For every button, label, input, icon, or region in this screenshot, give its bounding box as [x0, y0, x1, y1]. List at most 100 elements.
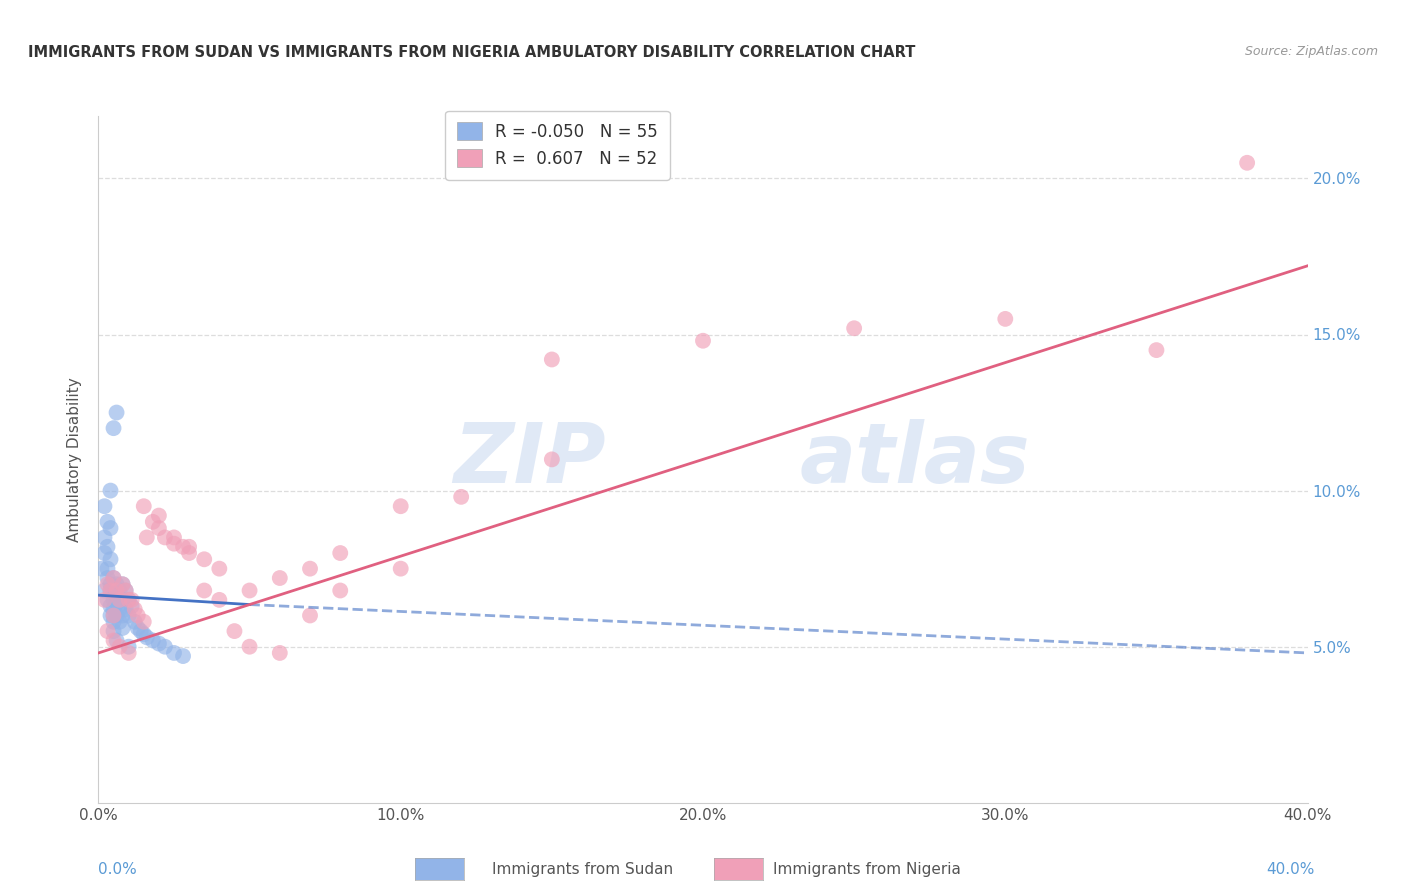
Point — [239, 583, 262, 598]
Point — [540, 452, 562, 467]
Point — [121, 599, 143, 614]
Point — [124, 602, 146, 616]
Point — [994, 312, 1017, 326]
Point — [103, 592, 125, 607]
Point — [100, 483, 122, 498]
Point — [172, 649, 194, 664]
Point — [103, 608, 125, 623]
Point — [93, 592, 115, 607]
Point — [96, 562, 118, 576]
Point — [172, 540, 194, 554]
Point — [299, 608, 322, 623]
Text: Immigrants from Sudan: Immigrants from Sudan — [492, 863, 673, 877]
Point — [129, 624, 152, 639]
Point — [108, 592, 131, 607]
Point — [114, 583, 136, 598]
Point — [103, 571, 125, 585]
Text: atlas: atlas — [800, 419, 1031, 500]
Point — [111, 592, 134, 607]
Point — [389, 500, 412, 514]
Point — [96, 624, 118, 639]
Point — [153, 530, 176, 544]
Point — [108, 592, 131, 607]
Point — [111, 621, 134, 635]
Point — [96, 592, 118, 607]
Point — [269, 646, 291, 660]
Point — [540, 352, 562, 367]
Point — [163, 536, 186, 550]
Point — [103, 602, 125, 616]
Point — [148, 521, 170, 535]
Text: Immigrants from Nigeria: Immigrants from Nigeria — [773, 863, 962, 877]
Point — [127, 621, 149, 635]
Text: 0.0%: 0.0% — [98, 863, 138, 877]
Point — [100, 599, 122, 614]
Point — [103, 421, 125, 435]
Point — [105, 583, 128, 598]
Point — [114, 583, 136, 598]
Point — [127, 608, 149, 623]
Point — [118, 646, 141, 660]
Point — [148, 508, 170, 523]
Point — [108, 602, 131, 616]
Point — [389, 562, 412, 576]
Point — [329, 546, 352, 560]
Point — [163, 646, 186, 660]
Point — [142, 633, 165, 648]
Text: Source: ZipAtlas.com: Source: ZipAtlas.com — [1244, 45, 1378, 58]
Point — [103, 615, 125, 629]
Legend: R = -0.050   N = 55, R =  0.607   N = 52: R = -0.050 N = 55, R = 0.607 N = 52 — [446, 111, 669, 179]
Point — [118, 592, 141, 607]
Point — [93, 530, 115, 544]
Point — [96, 515, 118, 529]
Point — [90, 562, 112, 576]
Point — [105, 633, 128, 648]
Point — [103, 608, 125, 623]
Point — [108, 615, 131, 629]
Point — [224, 624, 246, 639]
Point — [100, 608, 122, 623]
Point — [208, 592, 231, 607]
Point — [135, 530, 157, 544]
Point — [100, 552, 122, 566]
Point — [132, 500, 155, 514]
Point — [179, 540, 201, 554]
Point — [114, 602, 136, 616]
Point — [100, 583, 122, 598]
Point — [105, 608, 128, 623]
Point — [100, 577, 122, 591]
Point — [93, 546, 115, 560]
Point — [692, 334, 714, 348]
Text: 40.0%: 40.0% — [1267, 863, 1315, 877]
Point — [132, 615, 155, 629]
Point — [103, 624, 125, 639]
Point — [153, 640, 176, 654]
Point — [96, 571, 118, 585]
Point — [148, 637, 170, 651]
Point — [118, 608, 141, 623]
Point — [239, 640, 262, 654]
Point — [329, 583, 352, 598]
Point — [118, 640, 141, 654]
Point — [96, 577, 118, 591]
Point — [118, 592, 141, 607]
Point — [124, 615, 146, 629]
Point — [100, 583, 122, 598]
Point — [121, 592, 143, 607]
Point — [93, 583, 115, 598]
Point — [450, 490, 472, 504]
Point — [163, 530, 186, 544]
Point — [105, 596, 128, 610]
Point — [111, 608, 134, 623]
Text: ZIP: ZIP — [454, 419, 606, 500]
Point — [103, 583, 125, 598]
Point — [108, 583, 131, 598]
Point — [142, 515, 165, 529]
Point — [1236, 155, 1258, 169]
Point — [132, 627, 155, 641]
Point — [105, 577, 128, 591]
Point — [100, 521, 122, 535]
Point — [103, 571, 125, 585]
Point — [299, 562, 322, 576]
Point — [135, 630, 157, 644]
